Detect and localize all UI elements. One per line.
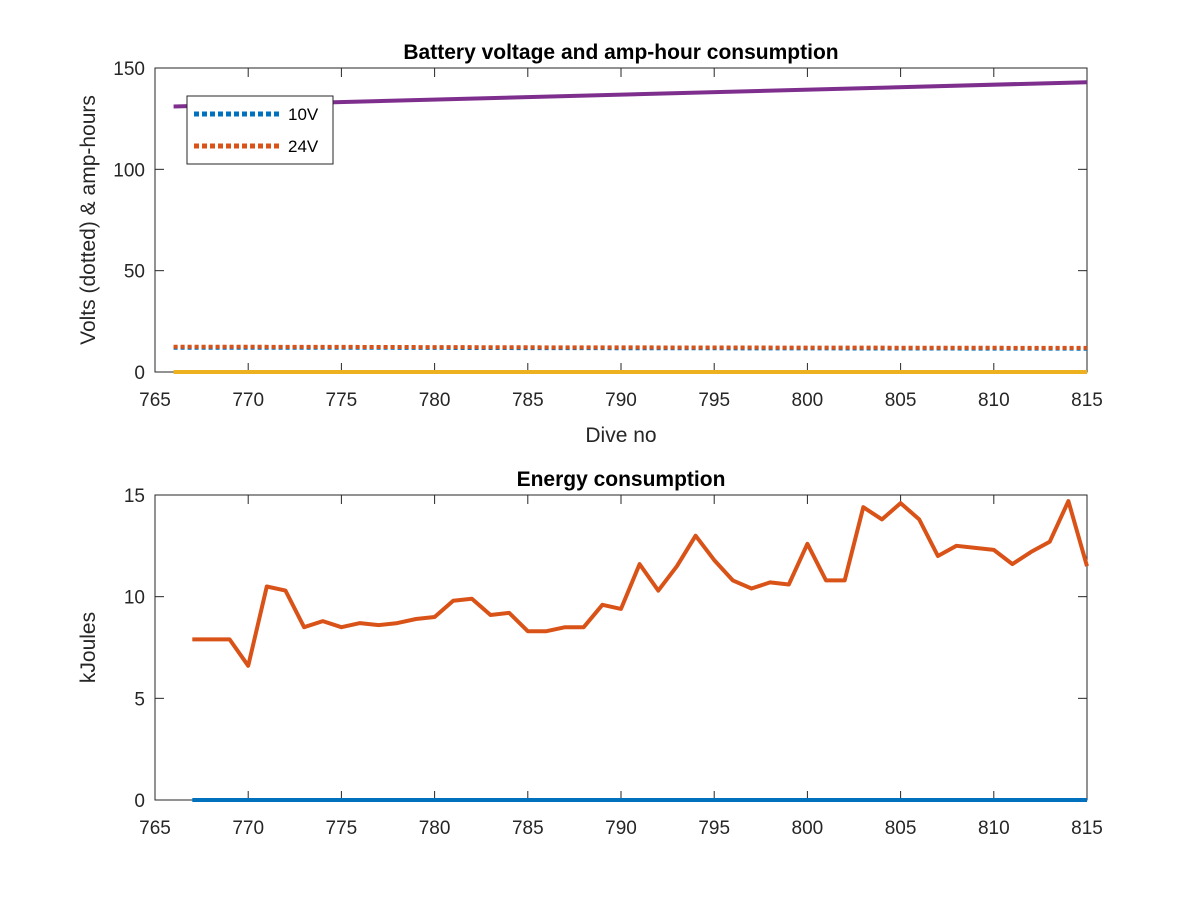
x-tick-label: 785 — [512, 390, 544, 411]
x-tick-label: 780 — [419, 390, 451, 411]
series-line-24v — [173, 344, 1088, 350]
y-tick-label: 10 — [124, 588, 145, 609]
x-tick-label: 810 — [978, 818, 1010, 839]
x-tick-label: 775 — [326, 818, 358, 839]
x-tick-label: 790 — [605, 818, 637, 839]
x-tick-label: 770 — [232, 818, 264, 839]
series-line-0 — [192, 499, 1089, 668]
x-tick-label: 805 — [885, 818, 917, 839]
y-tick-label: 0 — [134, 363, 145, 384]
axes-box — [154, 494, 1088, 801]
y-tick-label: 100 — [113, 160, 145, 181]
x-tick-label: 775 — [326, 390, 358, 411]
chart-title: Battery voltage and amp-hour consumption — [403, 41, 838, 64]
x-tick-label: 765 — [139, 818, 171, 839]
battery-voltage-subplot: 765 770 775 780 785 790 795 800 805 810 815 0 50 100 1… — [77, 41, 1103, 447]
x-tick-label: 785 — [512, 818, 544, 839]
x-tick-label: 805 — [885, 390, 917, 411]
y-tick-label: 15 — [124, 486, 145, 507]
x-tick-label: 790 — [605, 390, 637, 411]
x-axis-label: Dive no — [585, 424, 656, 447]
x-tick-label: 770 — [232, 390, 264, 411]
y-tick-label: 50 — [124, 262, 145, 283]
legend-box — [186, 95, 334, 165]
legend-label-10v: 10V — [288, 105, 319, 124]
legend-label-24v: 24V — [288, 137, 319, 156]
y-axis-label: Volts (dotted) & amp-hours — [77, 95, 100, 345]
x-tick-label: 795 — [698, 390, 730, 411]
legend: 10V 24V — [186, 95, 334, 165]
y-tick-label: 5 — [134, 689, 145, 710]
x-tick-label: 815 — [1071, 390, 1103, 411]
x-tick-label: 815 — [1071, 818, 1103, 839]
x-tick-label: 800 — [792, 818, 824, 839]
energy-consumption-subplot: 765 770 775 780 785 790 795 800 805 810 815 0 5 10 15 E… — [77, 468, 1103, 839]
chart-title: Energy consumption — [517, 468, 726, 491]
y-tick-label: 0 — [134, 791, 145, 812]
x-tick-label: 810 — [978, 390, 1010, 411]
y-axis-label: kJoules — [77, 612, 100, 683]
x-tick-label: 765 — [139, 390, 171, 411]
x-tick-label: 800 — [792, 390, 824, 411]
x-tick-label: 795 — [698, 818, 730, 839]
y-tick-label: 150 — [113, 59, 145, 80]
x-tick-label: 780 — [419, 818, 451, 839]
